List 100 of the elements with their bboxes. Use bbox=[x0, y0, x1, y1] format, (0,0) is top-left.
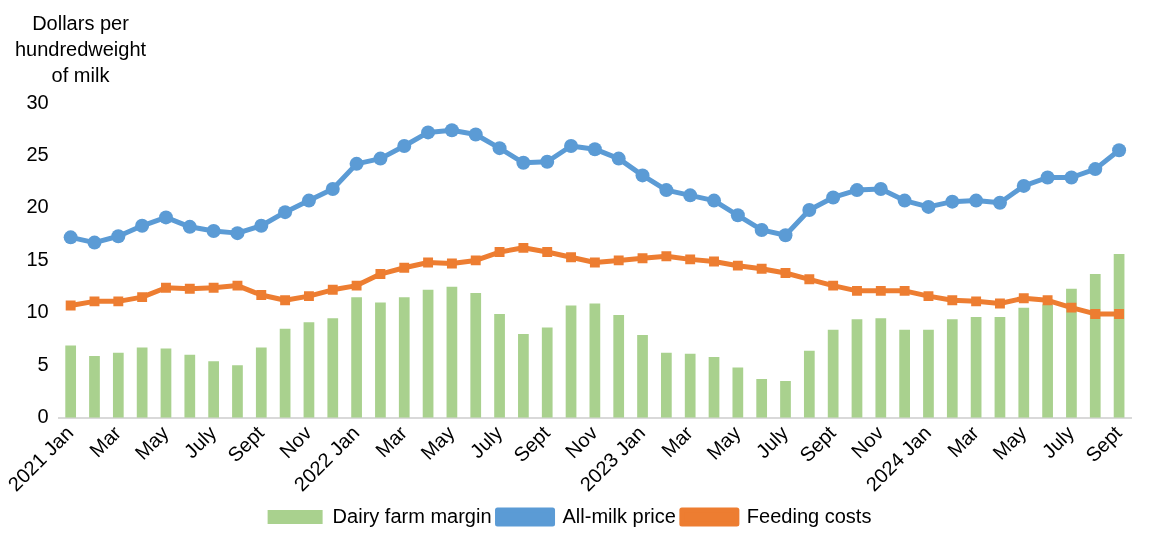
x-tick-label: Sept bbox=[1081, 421, 1127, 467]
point bbox=[969, 193, 984, 208]
point bbox=[444, 123, 459, 138]
y-tick-label: 10 bbox=[26, 300, 49, 323]
point bbox=[1018, 293, 1029, 304]
point bbox=[135, 218, 150, 233]
point bbox=[1064, 170, 1079, 185]
y-tick-label: 20 bbox=[26, 195, 49, 218]
bar bbox=[827, 329, 839, 418]
point bbox=[852, 285, 862, 296]
point bbox=[945, 194, 960, 209]
point bbox=[995, 298, 1005, 309]
point bbox=[587, 142, 602, 157]
point bbox=[254, 218, 269, 233]
point bbox=[778, 228, 793, 243]
point bbox=[206, 224, 221, 239]
bar bbox=[589, 303, 601, 418]
bar bbox=[232, 365, 243, 418]
point bbox=[446, 258, 457, 269]
point bbox=[303, 291, 314, 302]
point bbox=[897, 193, 912, 208]
point bbox=[589, 257, 600, 268]
point bbox=[1040, 170, 1055, 185]
point bbox=[63, 230, 78, 245]
point bbox=[1088, 162, 1103, 177]
point bbox=[566, 252, 576, 263]
point bbox=[373, 151, 388, 166]
point bbox=[65, 300, 76, 311]
bar bbox=[1042, 304, 1053, 418]
x-tick-label: July bbox=[465, 421, 507, 463]
legend-label: Dairy farm margin bbox=[332, 504, 492, 527]
point bbox=[754, 222, 769, 237]
bar bbox=[923, 329, 934, 418]
bar bbox=[851, 319, 863, 418]
x-tick-label: Mar bbox=[85, 421, 126, 462]
point bbox=[992, 195, 1007, 210]
bar bbox=[351, 297, 362, 418]
point bbox=[1066, 302, 1077, 313]
x-tick-label: July bbox=[179, 421, 221, 463]
x-tick-label: Mar bbox=[656, 421, 698, 462]
point bbox=[421, 125, 436, 140]
point bbox=[730, 208, 745, 223]
point bbox=[540, 154, 555, 169]
point bbox=[635, 168, 650, 183]
point bbox=[184, 283, 195, 294]
x-tick-label: Sept bbox=[509, 421, 555, 467]
point bbox=[158, 210, 173, 225]
bar bbox=[684, 353, 696, 418]
bar bbox=[255, 347, 267, 418]
bar bbox=[756, 379, 768, 418]
bar bbox=[494, 313, 505, 418]
point bbox=[351, 280, 362, 291]
bar bbox=[970, 317, 982, 418]
point bbox=[611, 151, 626, 166]
point bbox=[208, 282, 219, 293]
point bbox=[470, 255, 481, 266]
bar bbox=[613, 314, 625, 418]
y-tick-label: 25 bbox=[26, 142, 49, 165]
point bbox=[1112, 143, 1127, 158]
bar bbox=[1113, 254, 1125, 418]
x-tick-label: May bbox=[416, 421, 459, 464]
point bbox=[349, 156, 364, 171]
point bbox=[516, 155, 531, 170]
bar bbox=[899, 329, 910, 418]
point bbox=[1016, 178, 1031, 193]
point bbox=[492, 141, 507, 156]
y-tick-label: 0 bbox=[37, 405, 49, 428]
y-tick-label: 30 bbox=[26, 90, 49, 113]
point bbox=[89, 296, 100, 307]
bar bbox=[732, 367, 744, 418]
point bbox=[756, 263, 767, 274]
x-tick-label: Mar bbox=[942, 421, 984, 462]
point bbox=[1090, 308, 1101, 319]
bar bbox=[446, 286, 458, 418]
bar bbox=[708, 356, 720, 418]
bar bbox=[136, 347, 148, 418]
x-tick-label: July bbox=[751, 421, 793, 463]
bar bbox=[208, 361, 219, 418]
y-tick-label: 15 bbox=[26, 247, 49, 270]
x-tick-label: May bbox=[988, 421, 1031, 464]
bar bbox=[65, 345, 77, 418]
y-tick-label: 5 bbox=[37, 352, 49, 375]
y-axis-title: Dollars per hundredweight of milk bbox=[13, 11, 148, 88]
bar bbox=[160, 348, 172, 418]
bar bbox=[637, 334, 648, 418]
point bbox=[707, 193, 722, 208]
point bbox=[613, 255, 624, 266]
bar bbox=[518, 333, 529, 418]
point bbox=[826, 190, 841, 205]
point bbox=[230, 226, 245, 241]
bar bbox=[184, 354, 196, 418]
point bbox=[709, 256, 719, 267]
point bbox=[661, 251, 672, 262]
point bbox=[923, 291, 934, 302]
point bbox=[111, 229, 126, 244]
bar bbox=[1018, 307, 1030, 418]
point bbox=[280, 295, 291, 306]
point bbox=[301, 193, 316, 208]
point bbox=[375, 269, 386, 280]
x-tick-label: July bbox=[1037, 421, 1079, 463]
